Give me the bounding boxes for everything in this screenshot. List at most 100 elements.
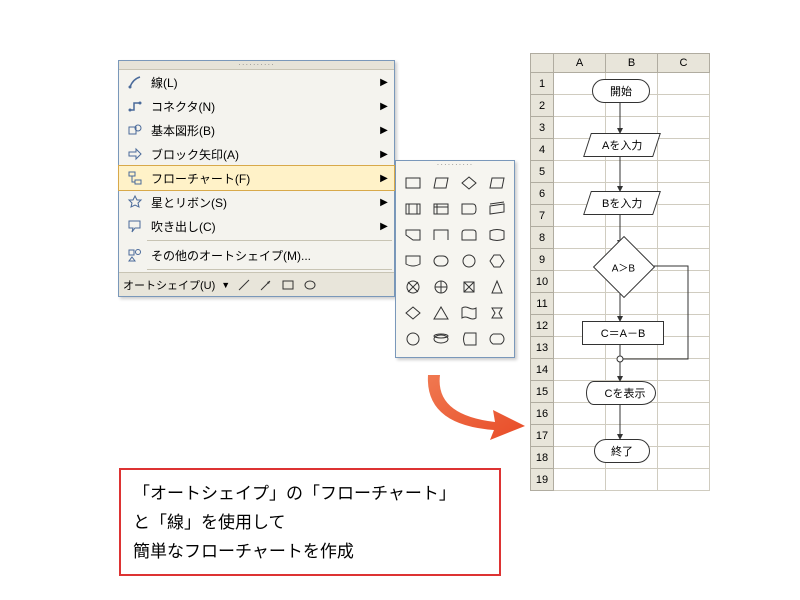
cell[interactable] (554, 403, 606, 425)
row-header-19[interactable]: 19 (530, 469, 554, 491)
row-header-16[interactable]: 16 (530, 403, 554, 425)
row-header-15[interactable]: 15 (530, 381, 554, 403)
cell[interactable] (658, 161, 710, 183)
menu-item-flow[interactable]: フローチャート(F)▶ (118, 165, 395, 191)
cell[interactable] (554, 227, 606, 249)
cell[interactable] (658, 249, 710, 271)
select-all-corner[interactable] (530, 53, 554, 73)
flowchart-shape-0[interactable] (400, 171, 426, 195)
flowchart-shape-1[interactable] (428, 171, 454, 195)
autoshape-dropdown[interactable]: オートシェイプ(U) (123, 277, 215, 293)
flowchart-process-4[interactable]: C＝A－B (582, 321, 664, 345)
flowchart-terminal-6[interactable]: 終了 (594, 439, 650, 463)
arrow-tool-icon[interactable] (258, 277, 274, 293)
cell[interactable] (554, 359, 606, 381)
cell[interactable] (606, 403, 658, 425)
row-header-9[interactable]: 9 (530, 249, 554, 271)
row-header-5[interactable]: 5 (530, 161, 554, 183)
cell[interactable] (658, 227, 710, 249)
flowchart-shape-4[interactable] (400, 197, 426, 221)
row-header-12[interactable]: 12 (530, 315, 554, 337)
flowchart-shape-10[interactable] (456, 223, 482, 247)
flowchart-shape-26[interactable] (456, 327, 482, 351)
cell[interactable] (658, 381, 710, 403)
cell[interactable] (554, 161, 606, 183)
cell[interactable] (606, 293, 658, 315)
flowchart-shape-5[interactable] (428, 197, 454, 221)
cell[interactable] (658, 205, 710, 227)
row-header-6[interactable]: 6 (530, 183, 554, 205)
menu-item-connector[interactable]: コネクタ(N)▶ (119, 94, 394, 118)
flowchart-shape-17[interactable] (428, 275, 454, 299)
row-header-3[interactable]: 3 (530, 117, 554, 139)
oval-tool-icon[interactable] (302, 277, 318, 293)
cell[interactable] (554, 271, 606, 293)
row-header-13[interactable]: 13 (530, 337, 554, 359)
flowchart-shape-14[interactable] (456, 249, 482, 273)
menu-item-block[interactable]: ブロック矢印(A)▶ (119, 142, 394, 166)
menu-item-basic[interactable]: 基本図形(B)▶ (119, 118, 394, 142)
palette-grip[interactable]: ·········· (396, 161, 514, 169)
col-header-a[interactable]: A (554, 53, 606, 73)
col-header-c[interactable]: C (658, 53, 710, 73)
flowchart-shape-23[interactable] (484, 301, 510, 325)
menu-item-star[interactable]: 星とリボン(S)▶ (119, 190, 394, 214)
flowchart-shape-8[interactable] (400, 223, 426, 247)
row-header-4[interactable]: 4 (530, 139, 554, 161)
cell[interactable] (606, 469, 658, 491)
row-header-14[interactable]: 14 (530, 359, 554, 381)
cell[interactable] (658, 271, 710, 293)
flowchart-shape-7[interactable] (484, 197, 510, 221)
cell[interactable] (658, 293, 710, 315)
cell[interactable] (658, 337, 710, 359)
rect-tool-icon[interactable] (280, 277, 296, 293)
flowchart-shape-22[interactable] (456, 301, 482, 325)
cell[interactable] (658, 139, 710, 161)
flowchart-shape-27[interactable] (484, 327, 510, 351)
cell[interactable] (658, 315, 710, 337)
flowchart-io-1[interactable]: Aを入力 (583, 133, 661, 157)
flowchart-shape-21[interactable] (428, 301, 454, 325)
flowchart-shape-24[interactable] (400, 327, 426, 351)
flowchart-shape-19[interactable] (484, 275, 510, 299)
cell[interactable] (554, 469, 606, 491)
cell[interactable] (658, 403, 710, 425)
flowchart-shape-25[interactable] (428, 327, 454, 351)
flowchart-terminal-0[interactable]: 開始 (592, 79, 650, 103)
cell[interactable] (658, 95, 710, 117)
flowchart-shape-12[interactable] (400, 249, 426, 273)
menu-item-line[interactable]: 線(L)▶ (119, 70, 394, 94)
flowchart-shape-9[interactable] (428, 223, 454, 247)
flowchart-shape-16[interactable] (400, 275, 426, 299)
cell[interactable] (606, 359, 658, 381)
cell[interactable] (658, 425, 710, 447)
menu-grip[interactable]: ·········· (119, 61, 394, 70)
menu-item-more[interactable]: その他のオートシェイプ(M)... (119, 243, 394, 267)
cell[interactable] (658, 117, 710, 139)
cell[interactable] (658, 469, 710, 491)
cell[interactable] (658, 73, 710, 95)
row-header-11[interactable]: 11 (530, 293, 554, 315)
col-header-b[interactable]: B (606, 53, 658, 73)
flowchart-shape-11[interactable] (484, 223, 510, 247)
cell[interactable] (606, 161, 658, 183)
line-tool-icon[interactable] (236, 277, 252, 293)
row-header-10[interactable]: 10 (530, 271, 554, 293)
flowchart-shape-6[interactable] (456, 197, 482, 221)
cell[interactable] (658, 183, 710, 205)
row-header-2[interactable]: 2 (530, 95, 554, 117)
flowchart-shape-15[interactable] (484, 249, 510, 273)
cell[interactable] (658, 447, 710, 469)
flowchart-shape-2[interactable] (456, 171, 482, 195)
flowchart-display-5[interactable]: Cを表示 (594, 381, 656, 405)
cell[interactable] (554, 293, 606, 315)
cell[interactable] (658, 359, 710, 381)
flowchart-shape-18[interactable] (456, 275, 482, 299)
row-header-8[interactable]: 8 (530, 227, 554, 249)
row-header-17[interactable]: 17 (530, 425, 554, 447)
flowchart-shape-20[interactable] (400, 301, 426, 325)
flowchart-io-2[interactable]: Bを入力 (583, 191, 661, 215)
row-header-7[interactable]: 7 (530, 205, 554, 227)
row-header-1[interactable]: 1 (530, 73, 554, 95)
flowchart-shape-3[interactable] (484, 171, 510, 195)
